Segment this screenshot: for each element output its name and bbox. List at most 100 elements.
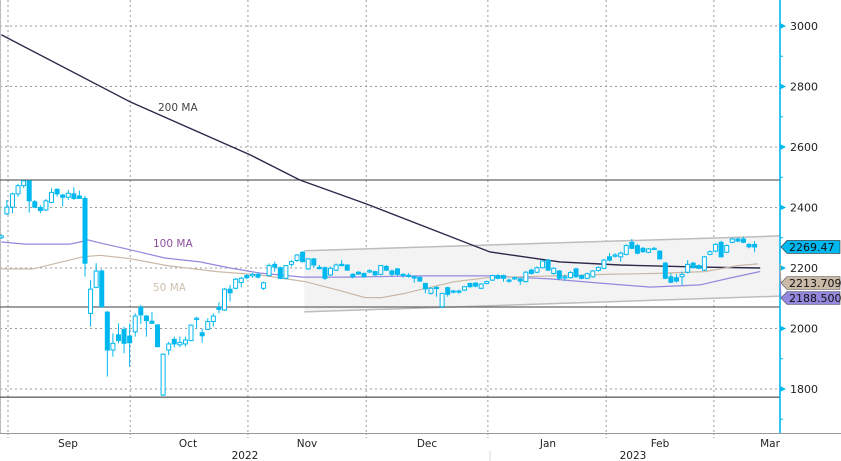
- month-label: Feb: [651, 438, 670, 450]
- candle: [149, 312, 155, 324]
- candle: [579, 274, 585, 280]
- candle: [171, 336, 177, 348]
- candle: [0, 234, 4, 239]
- candle-body-down: [735, 238, 741, 242]
- candle: [489, 274, 495, 282]
- candle-body-up: [222, 288, 227, 311]
- price-tick-label: 2200: [790, 262, 818, 275]
- candle-body-down: [155, 324, 161, 348]
- last-price-value: 2269.47: [789, 241, 835, 254]
- candle-body-down: [32, 201, 38, 208]
- candle-body-down: [383, 265, 389, 271]
- candle: [143, 314, 149, 337]
- candle: [316, 264, 322, 270]
- candle-body-up: [523, 271, 529, 283]
- candle: [528, 268, 534, 275]
- candle: [99, 269, 105, 308]
- candle-body-down: [434, 286, 440, 290]
- candle-body-up: [701, 256, 707, 271]
- candle-body-up: [512, 277, 518, 280]
- candle: [623, 244, 629, 256]
- candle-body-up: [590, 270, 596, 278]
- candle: [590, 270, 596, 278]
- candle: [718, 240, 724, 258]
- candle: [595, 266, 601, 272]
- candle-body-up: [65, 192, 71, 198]
- candle: [311, 258, 317, 268]
- candle-body-up: [205, 321, 211, 330]
- price-tick-arrow-icon: [780, 83, 786, 90]
- candle: [456, 289, 462, 294]
- candle: [601, 258, 607, 270]
- candle: [378, 264, 384, 276]
- candle-body-up: [110, 342, 116, 351]
- candle: [367, 269, 373, 274]
- candle: [127, 323, 133, 367]
- candle-body-down: [104, 311, 110, 351]
- candle: [15, 183, 21, 197]
- horizontal-levels[interactable]: [0, 179, 780, 398]
- channel-lower-line[interactable]: [304, 295, 780, 313]
- candle: [668, 273, 674, 284]
- candle-body-down: [344, 264, 350, 271]
- candle-body-down: [300, 251, 306, 263]
- price-tick-label: 2400: [790, 202, 818, 215]
- candle-body-down: [339, 263, 345, 267]
- candle-body-down: [350, 273, 356, 278]
- candle-body-down: [607, 256, 613, 261]
- price-tick-arrow-icon: [780, 325, 786, 332]
- price-tags: 2188.5008 2213.7095 2269.47: [779, 240, 841, 305]
- candle-body-up: [679, 273, 685, 278]
- candle: [629, 238, 635, 250]
- candle: [166, 341, 172, 356]
- candle: [115, 323, 121, 344]
- candle-body-up: [160, 353, 166, 396]
- candle: [534, 266, 540, 274]
- candle: [255, 272, 261, 279]
- candle: [439, 292, 445, 308]
- candle: [350, 273, 356, 279]
- candle: [584, 272, 590, 280]
- candle: [422, 282, 428, 294]
- channel-upper-line[interactable]: [304, 235, 780, 252]
- candle-body-down: [517, 278, 523, 282]
- candle-body-down: [545, 259, 551, 271]
- ma100-price-tag: 2188.5008: [779, 271, 841, 305]
- candle-body-down: [244, 275, 250, 279]
- candle-body-up: [283, 265, 289, 279]
- candle: [701, 255, 707, 272]
- candle-body-up: [21, 180, 27, 187]
- candle-body-down: [450, 290, 456, 293]
- candle: [551, 267, 557, 275]
- candle-body-up: [333, 264, 339, 271]
- candle-body-down: [579, 275, 585, 279]
- month-label: Mar: [760, 438, 780, 450]
- candle: [512, 276, 518, 281]
- candle-body-down: [445, 287, 451, 295]
- candle: [673, 274, 679, 283]
- candle-body-up: [551, 267, 557, 274]
- candle-body-up: [182, 339, 188, 345]
- candle: [484, 280, 490, 285]
- candle-body-down: [149, 320, 155, 324]
- candle-body-up: [623, 245, 629, 255]
- month-label: Dec: [417, 438, 438, 450]
- price-axis[interactable]: 1800 2000 2200 2400 2600 2800 3000: [779, 0, 841, 433]
- candle: [506, 278, 512, 283]
- candle: [355, 271, 361, 275]
- candle-body-down: [406, 274, 412, 277]
- candle-body-up: [194, 317, 200, 320]
- candle: [21, 180, 27, 188]
- year-label: 2022: [232, 450, 259, 461]
- candle-body-up: [305, 258, 311, 270]
- last-price-tag-shape: [780, 240, 841, 254]
- candle-body-up: [534, 267, 540, 273]
- candle-body-down: [121, 328, 127, 344]
- candle: [406, 273, 412, 278]
- candle: [82, 196, 88, 277]
- time-axis[interactable]: Sep Oct Nov Dec Jan Feb Mar 2022 2023: [0, 433, 841, 461]
- candle: [328, 266, 334, 276]
- candle-body-up: [367, 270, 373, 273]
- candle-body-up: [685, 263, 691, 273]
